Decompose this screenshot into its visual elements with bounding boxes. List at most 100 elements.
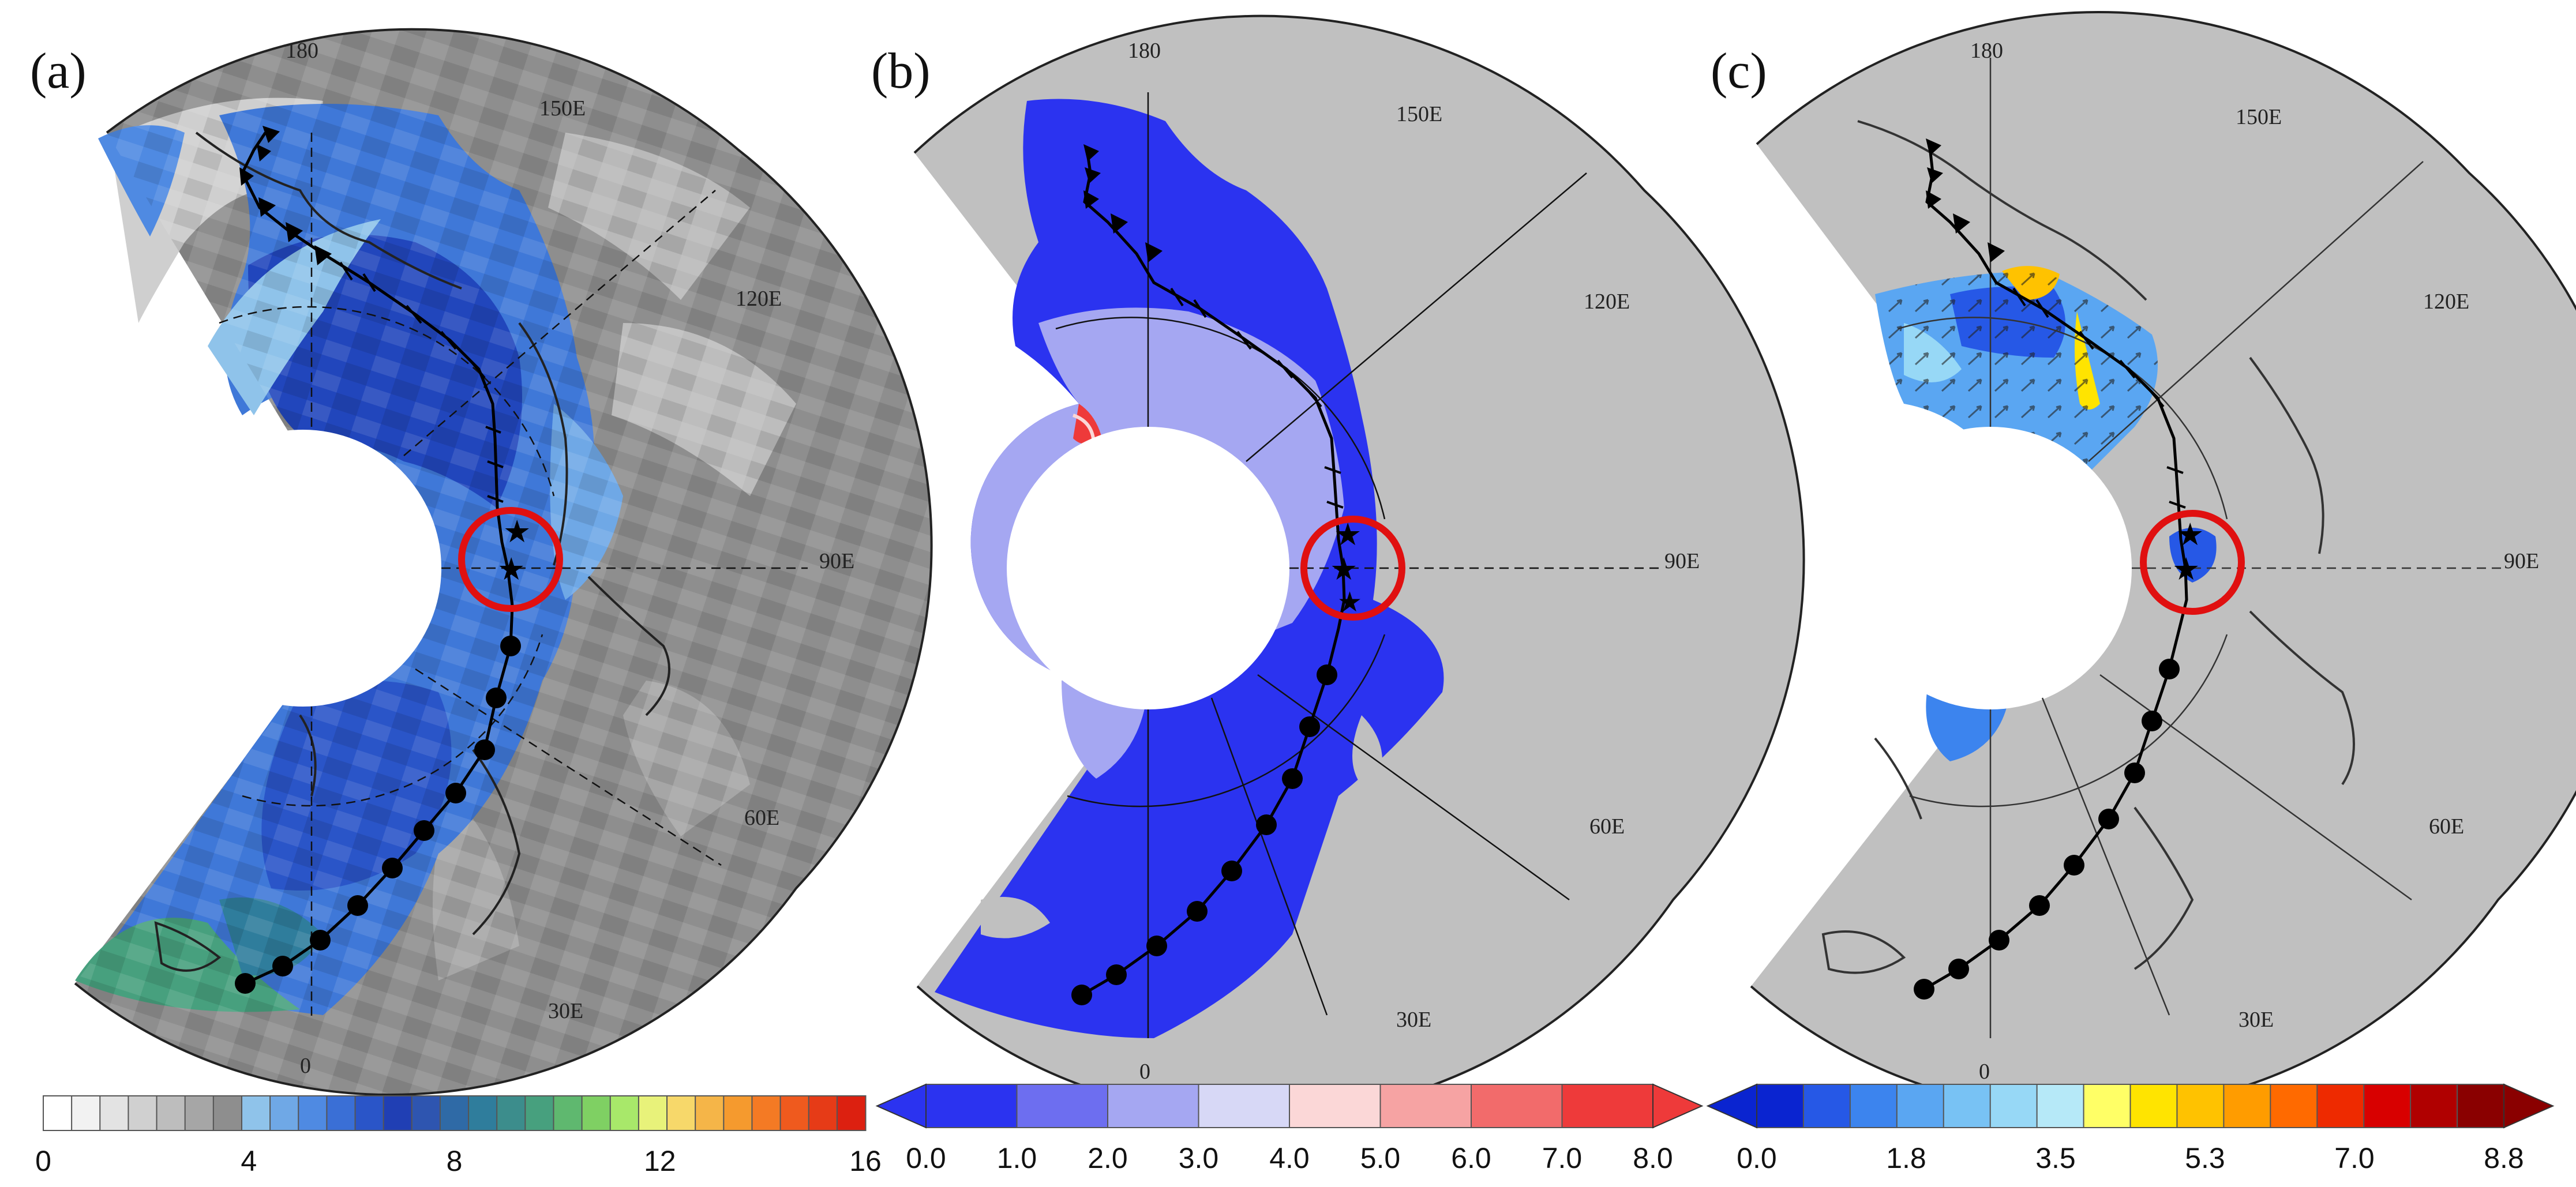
- colorbar-tick-label: 2.0: [1088, 1142, 1128, 1174]
- colorbar-swatch: [808, 1095, 838, 1131]
- highlight-circle: [1300, 516, 1405, 621]
- colorbar-tick-label: 1.8: [1886, 1142, 1926, 1174]
- panel-label: (b): [871, 43, 931, 99]
- colorbar-swatch: [184, 1095, 215, 1131]
- panel-a: (a): [30, 28, 933, 1177]
- colorbar-swatch: [269, 1095, 299, 1131]
- colorbar-a: 0 4 8 12 16: [35, 1095, 882, 1177]
- colorbar-swatch: [2176, 1084, 2225, 1128]
- map-border: [74, 28, 933, 1096]
- lon-label-120e: 120E: [736, 287, 782, 311]
- svg-text:★: ★: [2176, 516, 2204, 553]
- colorbar-swatch: [2223, 1084, 2271, 1128]
- colorbar-swatch: [99, 1095, 129, 1131]
- ice-drift-vectors: [1875, 271, 2158, 508]
- colorbar-swatch: [1989, 1084, 2038, 1128]
- lon-label-150e: 150E: [539, 96, 586, 121]
- colorbar-tick-label: 8.8: [2484, 1142, 2524, 1174]
- colorbar-arrow-right: [1652, 1083, 1704, 1129]
- colorbar-swatch: [2457, 1084, 2505, 1128]
- lon-label-0: 0: [1139, 1060, 1150, 1084]
- colorbar-swatch: [496, 1095, 526, 1131]
- colorbar-swatch: [1016, 1084, 1109, 1128]
- map-b: ★ ★ ★: [913, 14, 1805, 1118]
- colorbar-arrow-left: [875, 1083, 927, 1129]
- colorbar-tick-label: 3.5: [2035, 1142, 2076, 1174]
- colorbar-arrow-right: [2503, 1083, 2555, 1129]
- colorbar-swatch: [1943, 1084, 1992, 1128]
- pole-hole: [1007, 427, 1289, 709]
- colorbar-swatch: [2036, 1084, 2085, 1128]
- storm-track: ★ ★ ★: [1071, 144, 1362, 1005]
- pole-hole: [1849, 427, 2132, 709]
- colorbar-swatch: [779, 1095, 810, 1131]
- colorbar-swatch: [71, 1095, 101, 1131]
- longitude-labels: 180 150E 120E 90E 60E 30E 0: [1970, 39, 2539, 1084]
- colorbar-tick-label: 6.0: [1451, 1142, 1491, 1174]
- coastlines: [1821, 120, 2355, 974]
- wind-vectors: [75, 29, 932, 1095]
- colorbar-swatch: [581, 1095, 612, 1131]
- colorbar-swatch: [439, 1095, 470, 1131]
- pole-hole: [164, 430, 441, 707]
- land-patch: [981, 897, 1050, 938]
- colorbar-swatch: [1756, 1084, 1805, 1128]
- map-a: ★ ★: [74, 28, 933, 1096]
- colorbar-c: 0.0 1.8 3.5 5.3 7.0 8.8: [1706, 1083, 2555, 1174]
- colorbar-tick-label: 0.0: [1737, 1142, 1777, 1174]
- colorbar-swatch: [468, 1095, 498, 1131]
- lon-label-60e: 60E: [744, 806, 779, 830]
- colorbar-swatch: [1198, 1084, 1291, 1128]
- colorbar-tick-label: 4.0: [1269, 1142, 1310, 1174]
- colorbar-tick-label: 0: [35, 1145, 51, 1177]
- colorbar-swatch: [1379, 1084, 1472, 1128]
- svg-text:★: ★: [503, 513, 531, 550]
- colorbar-swatch: [2129, 1084, 2178, 1128]
- colorbar-swatch: [1802, 1084, 1851, 1128]
- lon-label-150e: 150E: [1396, 102, 1442, 126]
- lon-label-180: 180: [1128, 39, 1161, 63]
- colorbar-swatch: [128, 1095, 158, 1131]
- lon-label-150e: 150E: [2236, 105, 2282, 129]
- colorbar-swatch: [723, 1095, 753, 1131]
- colorbar-swatch: [2410, 1084, 2458, 1128]
- colorbar-tick-label: 4: [241, 1145, 257, 1177]
- lon-label-0: 0: [1979, 1060, 1990, 1084]
- colorbar-tick-label: 7.0: [2334, 1142, 2375, 1174]
- sea-ice-area: [1072, 414, 1095, 439]
- colorbar-b: 0.0 1.0 2.0 3.0 4.0 5.0 6.0 7.0 8.0: [875, 1083, 1704, 1174]
- longitude-labels: 180 150E 120E 90E 60E 30E 0: [286, 39, 854, 1078]
- lon-label-90e: 90E: [819, 549, 854, 573]
- colorbar-tick-label: 8.0: [1633, 1142, 1673, 1174]
- colorbar-swatch: [1289, 1084, 1381, 1128]
- colorbar-swatch: [2316, 1084, 2365, 1128]
- coastlines: [154, 132, 670, 972]
- colorbar-swatch: [156, 1095, 186, 1131]
- panel-c: (c): [1706, 11, 2576, 1174]
- lon-label-180: 180: [286, 39, 318, 63]
- lon-label-180: 180: [1970, 39, 2003, 63]
- colorbar-tick-label: 7.0: [1542, 1142, 1583, 1174]
- colorbar-swatch: [212, 1095, 243, 1131]
- lat-lon-grid: [219, 133, 808, 1021]
- highlight-circle: [2140, 510, 2245, 615]
- lon-label-120e: 120E: [1584, 290, 1630, 314]
- colorbar-tick-label: 5.0: [1360, 1142, 1401, 1174]
- colorbar-swatch: [524, 1095, 554, 1131]
- colorbar-swatch: [354, 1095, 385, 1131]
- highlight-circle: [458, 507, 563, 612]
- lat-lon-grid: [1055, 92, 1662, 1038]
- lon-label-30e: 30E: [1396, 1008, 1431, 1032]
- colorbar-swatch: [751, 1095, 782, 1131]
- colorbar-swatch: [241, 1095, 271, 1131]
- colorbar-swatch: [2083, 1084, 2131, 1128]
- longitude-labels: 180 150E 120E 90E 60E 30E 0: [1128, 39, 1700, 1084]
- colorbar-swatch: [836, 1095, 867, 1131]
- colorbar-tick-label: 1.0: [997, 1142, 1037, 1174]
- colorbar-tick-label: 12: [644, 1145, 676, 1177]
- colorbar-swatch: [638, 1095, 668, 1131]
- colorbar-tick-label: 16: [849, 1145, 882, 1177]
- colorbar-arrow-left: [1706, 1083, 1757, 1129]
- lon-label-60e: 60E: [2429, 814, 2464, 839]
- panel-label: (a): [30, 43, 87, 99]
